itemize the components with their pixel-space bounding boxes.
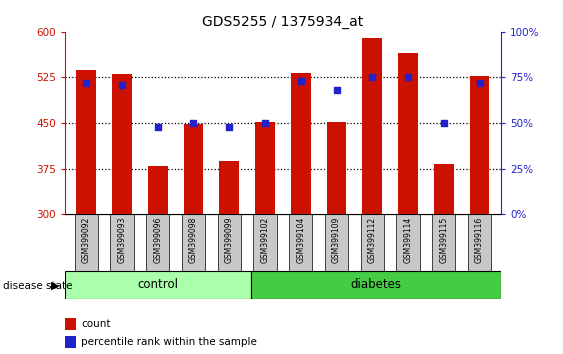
Text: control: control xyxy=(137,279,178,291)
Text: percentile rank within the sample: percentile rank within the sample xyxy=(81,337,257,347)
Bar xyxy=(255,122,275,214)
Text: count: count xyxy=(81,319,111,329)
Bar xyxy=(468,214,491,271)
Text: disease state: disease state xyxy=(3,281,72,291)
Point xyxy=(475,80,484,86)
Bar xyxy=(361,214,384,271)
Text: GSM399109: GSM399109 xyxy=(332,216,341,263)
Point xyxy=(118,82,127,87)
Bar xyxy=(182,214,205,271)
Bar xyxy=(434,164,454,214)
Text: GSM399116: GSM399116 xyxy=(475,216,484,263)
Bar xyxy=(325,214,348,271)
Bar xyxy=(291,73,311,214)
Point xyxy=(189,120,198,126)
Bar xyxy=(363,38,382,214)
Bar xyxy=(398,53,418,214)
Text: GSM399102: GSM399102 xyxy=(261,216,270,263)
Bar xyxy=(327,122,346,214)
Bar xyxy=(253,214,276,271)
Text: GSM399093: GSM399093 xyxy=(118,216,127,263)
Text: GSM399112: GSM399112 xyxy=(368,216,377,263)
Text: GSM399099: GSM399099 xyxy=(225,216,234,263)
Point xyxy=(225,124,234,130)
Bar xyxy=(148,166,168,214)
Text: GSM399104: GSM399104 xyxy=(296,216,305,263)
Point xyxy=(404,75,413,80)
Bar xyxy=(220,161,239,214)
Bar xyxy=(251,271,501,299)
Text: GSM399096: GSM399096 xyxy=(153,216,162,263)
Bar xyxy=(289,214,312,271)
Bar xyxy=(470,76,489,214)
Bar xyxy=(432,214,455,271)
Bar xyxy=(77,70,96,214)
Bar xyxy=(110,214,133,271)
Point xyxy=(261,120,270,126)
Bar xyxy=(112,74,132,214)
Point xyxy=(368,75,377,80)
Text: GSM399092: GSM399092 xyxy=(82,216,91,263)
Bar xyxy=(396,214,419,271)
Text: GSM399114: GSM399114 xyxy=(404,216,413,263)
Point xyxy=(296,78,305,84)
Bar xyxy=(146,214,169,271)
Point xyxy=(153,124,162,130)
Bar xyxy=(74,214,98,271)
Point xyxy=(82,80,91,86)
Title: GDS5255 / 1375934_at: GDS5255 / 1375934_at xyxy=(202,16,364,29)
Point xyxy=(332,87,341,93)
Bar xyxy=(65,336,75,348)
Bar xyxy=(65,271,251,299)
Text: diabetes: diabetes xyxy=(350,279,401,291)
Text: GSM399098: GSM399098 xyxy=(189,216,198,263)
Bar xyxy=(218,214,241,271)
Bar xyxy=(65,318,75,330)
Point xyxy=(439,120,448,126)
Text: ▶: ▶ xyxy=(51,281,60,291)
Bar xyxy=(184,124,203,214)
Text: GSM399115: GSM399115 xyxy=(439,216,448,263)
